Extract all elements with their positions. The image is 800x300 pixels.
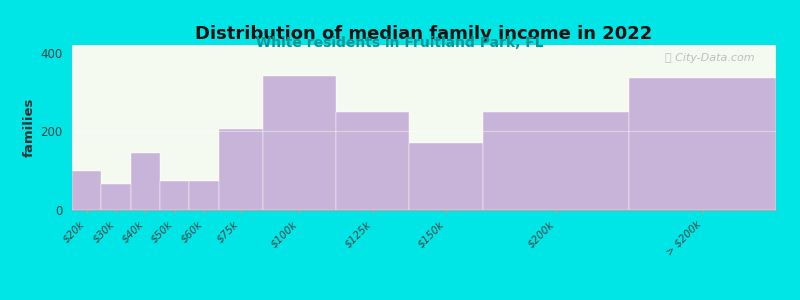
Bar (218, 130, 262, 210)
Bar (410, 143, 482, 210)
Bar (262, 76, 336, 210)
Bar (102, 184, 130, 210)
Bar (160, 181, 190, 210)
Bar (72, 171, 102, 210)
Bar (130, 153, 160, 210)
Bar (336, 112, 410, 210)
Y-axis label: families: families (23, 98, 36, 157)
Bar (482, 112, 630, 210)
Bar (190, 181, 218, 210)
Text: ⓘ City-Data.com: ⓘ City-Data.com (666, 53, 755, 63)
Bar (630, 78, 776, 210)
Text: White residents in Fruitland Park, FL: White residents in Fruitland Park, FL (256, 36, 544, 50)
Title: Distribution of median family income in 2022: Distribution of median family income in … (195, 26, 653, 44)
